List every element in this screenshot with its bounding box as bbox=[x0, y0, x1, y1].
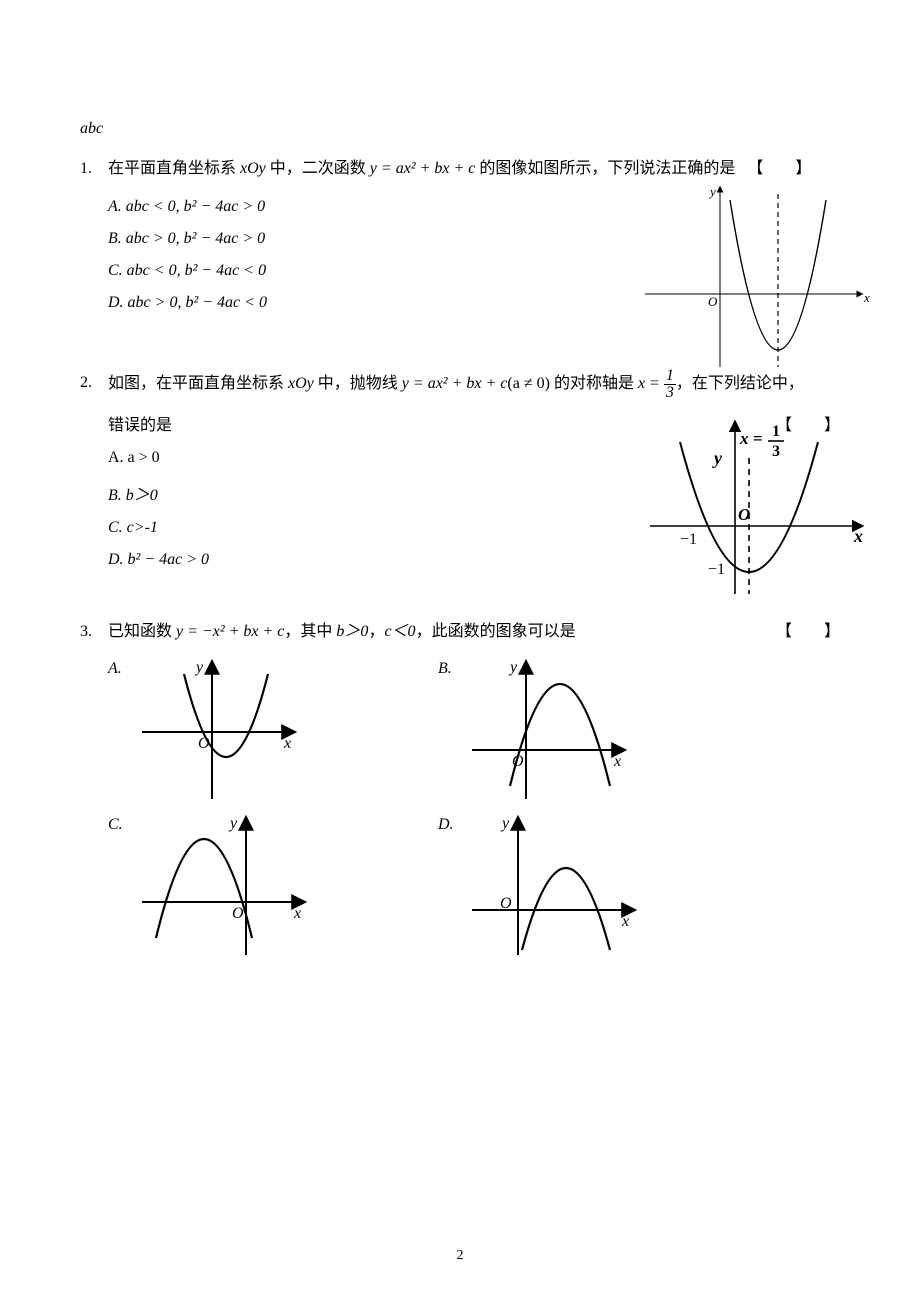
q3-cond1: b＞0 bbox=[336, 623, 368, 640]
q3-sep: ， bbox=[368, 623, 384, 640]
svg-text:O: O bbox=[500, 895, 512, 912]
svg-text:y: y bbox=[508, 659, 518, 676]
q3-eq: y = −x² + bx + c bbox=[176, 623, 284, 640]
q3-label-c: C. bbox=[108, 810, 134, 834]
q3-option-a: A. x y O bbox=[108, 654, 438, 804]
section-header: abc bbox=[80, 120, 840, 138]
q3-fig-a: x y O bbox=[134, 654, 304, 804]
q2-xtick-neg1: −1 bbox=[680, 531, 697, 548]
svg-text:x: x bbox=[613, 753, 621, 770]
q3-label-a: A. bbox=[108, 654, 134, 678]
q3-text-c: ，此函数的图象可以是 bbox=[416, 623, 576, 640]
q3-cond2: c＜0 bbox=[384, 623, 415, 640]
svg-text:y: y bbox=[500, 815, 510, 832]
q1-bracket: 【 】 bbox=[747, 160, 811, 177]
q1-eq: y = ax² + bx + c bbox=[370, 160, 476, 177]
q1-text-c: 的图像如图所示，下列说法正确的是 bbox=[475, 160, 735, 177]
q1-stem: 在平面直角坐标系 xOy 中，二次函数 y = ax² + bx + c 的图像… bbox=[108, 154, 840, 184]
q1-x-label: x bbox=[863, 290, 870, 305]
q2-text-d: ，在下列结论中， bbox=[676, 376, 804, 393]
q1-origin-label: O bbox=[708, 294, 718, 309]
q2-eq-sign: = bbox=[753, 429, 763, 448]
q3-label-d: D. bbox=[438, 810, 464, 834]
q3-text-a: 已知函数 bbox=[108, 623, 176, 640]
q2-frac-den: 3 bbox=[772, 443, 780, 460]
q1-y-label: y bbox=[708, 184, 716, 199]
q2-stem: 如图，在平面直角坐标系 xOy 中，抛物线 y = ax² + bx + c(a… bbox=[108, 368, 840, 401]
q2-text-c: 的对称轴是 bbox=[550, 376, 638, 393]
q3-option-c: C. x y O bbox=[108, 810, 438, 960]
svg-text:y: y bbox=[228, 815, 238, 832]
svg-text:x: x bbox=[293, 905, 301, 922]
q2-frac-num: 1 bbox=[772, 423, 780, 440]
q2-var: xOy bbox=[288, 376, 314, 393]
q1-text-a: 在平面直角坐标系 bbox=[108, 160, 240, 177]
svg-text:O: O bbox=[232, 905, 244, 922]
q3-fig-d: x y O bbox=[464, 810, 644, 960]
q2-axis-text: x bbox=[739, 429, 749, 448]
q1-var: xOy bbox=[240, 160, 266, 177]
q3-option-d: D. x y O bbox=[438, 810, 768, 960]
q2-eq-l: y = ax² + bx + c bbox=[402, 376, 508, 393]
q2-eq-c: (a ≠ 0) bbox=[507, 376, 550, 393]
q3-fig-c: x y O bbox=[134, 810, 314, 960]
q1-figure: x y O bbox=[640, 182, 870, 372]
svg-text:y: y bbox=[194, 659, 204, 676]
q3-fig-b: x y O bbox=[464, 654, 634, 804]
q1-text-b: 中，二次函数 bbox=[266, 160, 370, 177]
q2-number: 2. bbox=[80, 368, 108, 398]
question-2: 2. 如图，在平面直角坐标系 xOy 中，抛物线 y = ax² + bx + … bbox=[80, 368, 840, 569]
q2-y-label: y bbox=[712, 448, 723, 468]
q2-figure: x y O x = 1 3 −1 1 −1 bbox=[640, 414, 870, 599]
q2-text-a: 如图，在平面直角坐标系 bbox=[108, 376, 288, 393]
question-1: 1. 在平面直角坐标系 xOy 中，二次函数 y = ax² + bx + c … bbox=[80, 154, 840, 312]
q2-x-label: x bbox=[853, 526, 863, 546]
q2-text-b: 中，抛物线 bbox=[314, 376, 402, 393]
q1-number: 1. bbox=[80, 154, 108, 184]
q3-options-grid: A. x y O B. x y bbox=[80, 654, 840, 960]
q3-text-b: ，其中 bbox=[284, 623, 336, 640]
q3-bracket: 【 】 bbox=[776, 617, 840, 647]
q3-label-b: B. bbox=[438, 654, 464, 678]
q2-ytick-neg1: −1 bbox=[708, 561, 725, 578]
question-3: 3. 已知函数 y = −x² + bx + c，其中 b＞0，c＜0，此函数的… bbox=[80, 617, 840, 959]
q3-stem: 已知函数 y = −x² + bx + c，其中 b＞0，c＜0，此函数的图象可… bbox=[108, 617, 840, 647]
q2-line2: 错误的是 bbox=[108, 411, 172, 435]
page-number: 2 bbox=[0, 1248, 920, 1264]
q3-option-b: B. x y O bbox=[438, 654, 768, 804]
q2-axis-eq: x = 13 bbox=[638, 368, 676, 401]
svg-text:x: x bbox=[621, 913, 629, 930]
q3-number: 3. bbox=[80, 617, 108, 647]
svg-text:x: x bbox=[283, 735, 291, 752]
